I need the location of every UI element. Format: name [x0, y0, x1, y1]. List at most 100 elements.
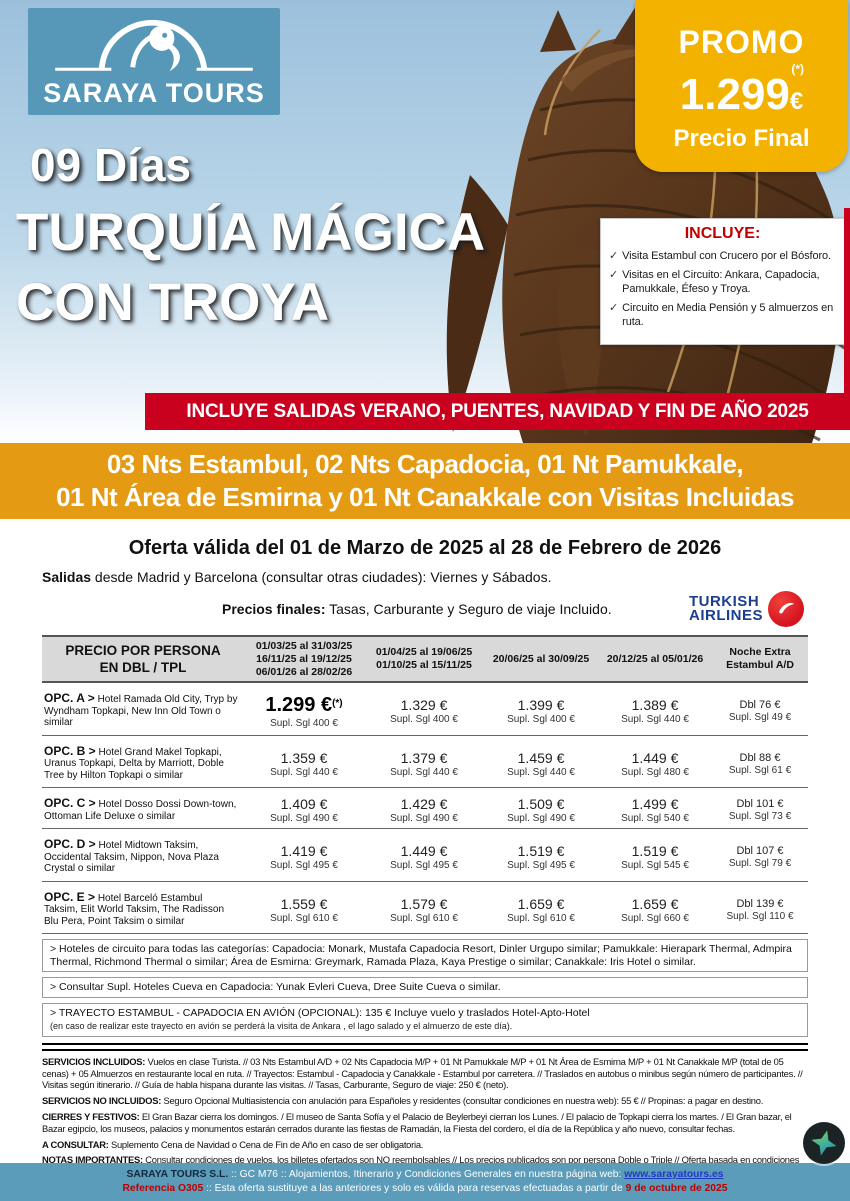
red-banner: INCLUYE SALIDAS VERANO, PUENTES, NAVIDAD…: [145, 393, 850, 430]
price-value: 1.519 €: [631, 843, 679, 860]
departures-label: Salidas: [42, 569, 92, 585]
single-supplement: Supl. Sgl 610 €: [507, 912, 575, 924]
includes-box: INCLUYE: ✓ Visita Estambul con Crucero p…: [600, 218, 845, 345]
final-price-label: Precios finales:: [222, 601, 326, 617]
single-supplement: Supl. Sgl 495 €: [507, 860, 575, 872]
single-supplement: Supl. Sgl 400 €: [507, 714, 575, 726]
itinerary-banner: 03 Nts Estambul, 02 Nts Capadocia, 01 Nt…: [0, 443, 850, 519]
price-table: PRECIO POR PERSONA EN DBL / TPL 01/03/25…: [42, 635, 808, 935]
price-value: 1.429 €: [400, 796, 448, 813]
red-edge-strip: [844, 208, 850, 430]
note-flight-option: > TRAYECTO ESTAMBUL - CAPADOCIA EN AVIÓN…: [42, 1002, 808, 1037]
single-supplement: Supl. Sgl 400 €: [390, 714, 458, 726]
footer-valid-date: 9 de octubre de 2025: [625, 1183, 728, 1194]
price-value: 1.379 €: [400, 749, 448, 766]
includes-item-text: Visitas en el Circuito: Ankara, Capadoci…: [622, 269, 820, 296]
departures-text: desde Madrid y Barcelona (consultar otra…: [91, 569, 552, 585]
option-label: OPC. E >: [44, 889, 96, 904]
includes-item-text: Visita Estambul con Crucero por el Bósfo…: [622, 250, 831, 262]
services-not-included: SERVICIOS NO INCLUIDOS: Seguro Opcional …: [42, 1095, 764, 1107]
option-label: OPC. B >: [44, 743, 96, 758]
table-row-opc-d: OPC. D > Hotel Midtown Taksim, Occidenta…: [42, 834, 808, 882]
price-value: 1.389 €: [631, 697, 679, 714]
single-supplement: Supl. Sgl 110 €: [726, 910, 794, 922]
price-value: 1.519 €: [517, 843, 565, 860]
single-supplement: Supl. Sgl 440 €: [621, 714, 689, 726]
col-header: 01/04/25 al 19/06/25 01/10/25 al 15/11/2…: [375, 646, 473, 672]
airline-bird-icon: [768, 591, 804, 627]
price-value: 1.499 €: [631, 796, 679, 813]
promo-badge: PROMO (*) 1.299€ Precio Final: [635, 0, 848, 172]
promo-final-label: Precio Final: [673, 125, 810, 152]
col-header: 01/03/25 al 31/03/25 16/11/25 al 19/12/2…: [255, 640, 353, 678]
promo-label: PROMO: [678, 24, 805, 60]
single-supplement: Supl. Sgl 545 €: [621, 860, 689, 872]
extra-night-price: Dbl 76 €: [739, 699, 781, 712]
footer-website-link[interactable]: www.sarayatours.es: [624, 1169, 724, 1180]
note-flight-option-sub: (en caso de realizar este trayecto en av…: [50, 1021, 513, 1032]
price-value: 1.449 €: [400, 843, 448, 860]
brand-name: SARAYA TOURS: [43, 77, 265, 108]
airline-name: TURKISH AIRLINES: [688, 593, 763, 624]
extra-night-price: Dbl 107 €: [736, 845, 784, 858]
footer-company: SARAYA TOURS S.L.: [126, 1169, 229, 1180]
footer-line1: SARAYA TOURS S.L. :: GC M76 :: Alojamien…: [0, 1168, 850, 1182]
includes-item: ✓ Circuito en Media Pensión y 5 almuerzo…: [609, 301, 836, 329]
price-value: 1.329 €: [400, 697, 448, 714]
footer-reference: Referencia O305: [122, 1183, 204, 1194]
departures-line: Salidas desde Madrid y Barcelona (consul…: [42, 569, 808, 585]
single-supplement: Supl. Sgl 79 €: [728, 858, 792, 870]
extra-night-price: Dbl 88 €: [739, 751, 781, 764]
col-header: 20/06/25 al 30/09/25: [492, 652, 590, 665]
hero-section: SARAYA TOURS PROMO (*) 1.299€ Precio Fin…: [0, 0, 850, 443]
note-cave-hotels: > Consultar Supl. Hoteles Cueva en Capad…: [42, 977, 808, 998]
final-price-text: Tasas, Carburante y Seguro de viaje Incl…: [325, 601, 612, 617]
includes-item-text: Circuito en Media Pensión y 5 almuerzos …: [622, 302, 834, 329]
promo-asterisk: (*): [791, 62, 804, 76]
saraya-bird-icon: [55, 19, 253, 71]
section-divider: [42, 1042, 808, 1051]
closures-holidays: CIERRES Y FESTIVOS: El Gran Bazar cierra…: [42, 1111, 792, 1134]
single-supplement: Supl. Sgl 610 €: [270, 912, 338, 924]
four-point-star-icon: [808, 1127, 840, 1159]
single-supplement: Supl. Sgl 440 €: [270, 766, 338, 778]
single-supplement: Supl. Sgl 490 €: [270, 813, 338, 825]
note-flight-option-main: > TRAYECTO ESTAMBUL - CAPADOCIA EN AVIÓN…: [50, 1006, 590, 1019]
price-value: 1.659 €: [517, 895, 565, 912]
single-supplement: Supl. Sgl 49 €: [728, 712, 792, 724]
col-header: 20/12/25 al 05/01/26: [606, 652, 704, 665]
footer-line2-text: :: Esta oferta sustituye a las anteriore…: [203, 1183, 626, 1194]
price-value: 1.419 €: [280, 843, 328, 860]
single-supplement: Supl. Sgl 660 €: [621, 912, 689, 924]
single-supplement: Supl. Sgl 440 €: [507, 766, 575, 778]
content-area: Oferta válida del 01 de Marzo de 2025 al…: [0, 537, 850, 1190]
table-row-opc-a: OPC. A > Hotel Ramada Old City, Tryp by …: [42, 688, 808, 736]
price-value: 1.449 €: [631, 749, 679, 766]
includes-item: ✓ Visita Estambul con Crucero por el Bós…: [609, 249, 836, 263]
table-header-row: PRECIO POR PERSONA EN DBL / TPL 01/03/25…: [42, 635, 808, 684]
footer-line2: Referencia O305 :: Esta oferta sustituye…: [0, 1182, 850, 1196]
single-supplement: Supl. Sgl 73 €: [728, 811, 792, 823]
overlay-star-button[interactable]: [803, 1122, 845, 1164]
single-supplement: Supl. Sgl 400 €: [270, 717, 338, 729]
col-header: Noche Extra Estambul A/D: [726, 646, 794, 672]
offer-validity: Oferta válida del 01 de Marzo de 2025 al…: [128, 537, 722, 559]
single-supplement: Supl. Sgl 610 €: [390, 912, 458, 924]
price-value: 1.559 €: [280, 895, 328, 912]
check-icon: ✓: [609, 302, 619, 315]
footer: SARAYA TOURS S.L. :: GC M76 :: Alojamien…: [0, 1163, 850, 1201]
price-value: 1.399 €: [517, 697, 565, 714]
price-value: 1.509 €: [517, 796, 565, 813]
single-supplement: Supl. Sgl 495 €: [270, 860, 338, 872]
single-supplement: Supl. Sgl 495 €: [390, 860, 458, 872]
price-value: 1.459 €: [517, 749, 565, 766]
final-price-note: Precios finales: Tasas, Carburante y Seg…: [222, 601, 612, 617]
includes-title: INCLUYE:: [684, 225, 761, 242]
services-included: SERVICIOS INCLUIDOS: Vuelos en clase Tur…: [42, 1055, 803, 1091]
note-hotels-circuit: > Hoteles de circuito para todas las cat…: [42, 939, 808, 973]
price-value: 1.579 €: [400, 895, 448, 912]
table-row-opc-c: OPC. C > Hotel Dosso Dossi Down-town, Ot…: [42, 793, 808, 830]
single-supplement: Supl. Sgl 480 €: [621, 766, 689, 778]
check-icon: ✓: [609, 269, 619, 282]
